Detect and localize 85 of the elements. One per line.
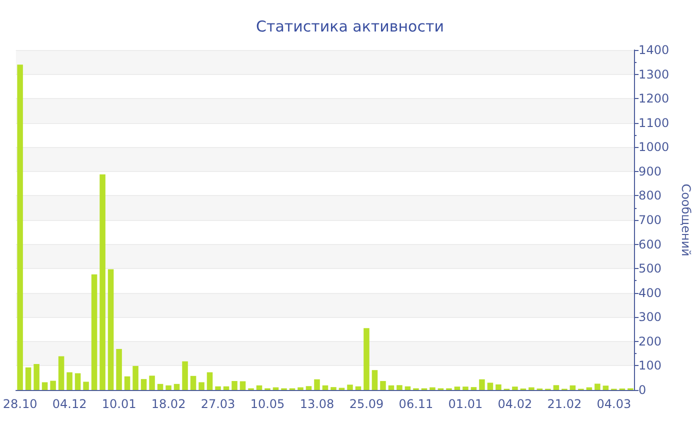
y-tick-label: 400 xyxy=(638,286,662,300)
x-tick-label: 18.02 xyxy=(151,397,186,411)
bar xyxy=(470,387,477,390)
bar xyxy=(58,356,64,390)
bar xyxy=(83,382,89,390)
bar xyxy=(364,328,370,390)
y-tick-label: 1400 xyxy=(638,43,670,57)
y-tick-label: 700 xyxy=(638,213,662,227)
bar xyxy=(322,385,328,390)
bar xyxy=(355,386,362,390)
bar xyxy=(215,386,221,390)
y-tick-label: 200 xyxy=(638,334,662,348)
bar xyxy=(454,386,460,390)
bar xyxy=(462,386,468,390)
bar xyxy=(314,379,320,390)
bar xyxy=(157,384,164,390)
bar xyxy=(372,370,378,390)
bar xyxy=(182,361,188,390)
bar xyxy=(190,376,196,390)
bar xyxy=(298,387,304,390)
bar xyxy=(396,385,402,390)
bar xyxy=(206,372,213,390)
bar xyxy=(553,385,560,390)
y-tick-label: 0 xyxy=(638,383,646,397)
bar xyxy=(404,386,411,390)
y-tick-label: 600 xyxy=(638,237,662,252)
y-axis-title: Сообщений xyxy=(679,184,693,256)
bar xyxy=(512,386,518,390)
x-tick-label: 25.09 xyxy=(349,397,384,411)
bar xyxy=(528,387,534,390)
bar xyxy=(50,380,56,390)
bar xyxy=(306,386,312,390)
y-tick-label: 100 xyxy=(638,358,662,373)
x-tick-label: 10.05 xyxy=(250,397,285,411)
bar xyxy=(132,366,138,390)
bar xyxy=(166,385,172,390)
bar xyxy=(602,386,609,390)
y-tick-label: 500 xyxy=(638,262,662,276)
bar xyxy=(232,381,238,390)
y-tick-label: 900 xyxy=(638,164,662,178)
bar xyxy=(380,381,386,390)
bar xyxy=(256,385,262,390)
bar xyxy=(479,379,485,390)
bar xyxy=(74,373,81,390)
y-tick-label: 1300 xyxy=(638,67,670,82)
bar xyxy=(108,269,114,390)
bar xyxy=(17,64,23,390)
x-tick-label: 10.01 xyxy=(102,397,136,411)
y-tick-label: 1000 xyxy=(638,140,670,154)
x-tick-label: 04.02 xyxy=(498,397,532,411)
x-tick-label: 01.01 xyxy=(448,397,483,411)
x-tick-label: 04.03 xyxy=(596,397,632,411)
bar xyxy=(42,382,48,390)
bar xyxy=(198,382,204,390)
bar xyxy=(116,348,122,390)
bar xyxy=(570,385,576,390)
bar xyxy=(149,376,155,390)
bar xyxy=(100,174,106,390)
bar xyxy=(240,381,246,390)
bar xyxy=(223,386,230,390)
y-tick-label: 300 xyxy=(638,310,662,324)
bar xyxy=(487,382,494,390)
bar xyxy=(388,385,394,390)
chart-title: Статистика активности xyxy=(256,18,444,36)
y-tick-label: 1200 xyxy=(638,92,670,106)
x-tick-label: 13.08 xyxy=(300,397,334,411)
bar xyxy=(91,274,98,390)
bar xyxy=(66,372,72,390)
x-tick-label: 28.10 xyxy=(2,397,38,411)
bar xyxy=(430,387,436,390)
x-tick-label: 21.02 xyxy=(547,397,582,411)
bar xyxy=(25,367,32,390)
x-tick-label: 04.12 xyxy=(52,397,87,411)
bar xyxy=(347,384,353,390)
bar xyxy=(140,379,147,390)
x-tick-label: 06.11 xyxy=(398,397,434,411)
bar xyxy=(174,384,180,390)
bar xyxy=(330,387,336,390)
x-tick-label: 27.03 xyxy=(200,397,236,411)
bar xyxy=(34,364,40,390)
bar xyxy=(594,384,600,390)
bar xyxy=(496,384,502,390)
y-tick-label: 1100 xyxy=(638,116,670,130)
y-tick-label: 800 xyxy=(638,188,662,203)
bar xyxy=(124,376,130,390)
